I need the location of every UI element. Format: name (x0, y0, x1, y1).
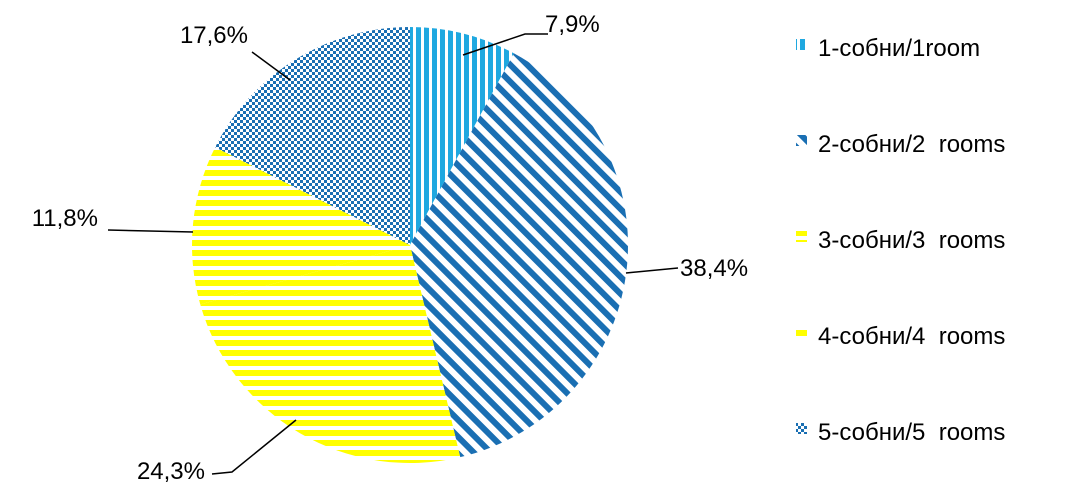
pie-slice-1 (410, 27, 514, 245)
data-labels: 7,9% 38,4% 24,3% 11,8% 17,6% (32, 11, 748, 485)
pie-slice-5 (215, 27, 410, 245)
pie-slice-3 (200, 245, 461, 464)
data-label-4: 11,8% (32, 205, 98, 232)
pie-slice-2 (410, 53, 629, 458)
data-label-1: 7,9% (545, 11, 600, 38)
data-label-3: 24,3% (137, 458, 205, 485)
leader-lines (107, 33, 679, 475)
leader-line-5 (251, 51, 291, 81)
data-label-5: 17,6% (180, 22, 248, 49)
legend-swatch-3 (796, 231, 807, 242)
legend-label-5: 5-собни/5 rooms (818, 419, 1005, 446)
leader-line-3 (211, 419, 297, 475)
pie-slices (192, 27, 629, 464)
legend-swatch-4 (796, 327, 807, 338)
legend-swatch-1 (796, 39, 807, 50)
legend-swatch-5 (796, 423, 807, 434)
leader-line-1 (462, 33, 548, 56)
legend-label-4: 4-собни/4 rooms (818, 323, 1005, 350)
leader-line-4 (107, 229, 194, 233)
pie-slice-4 (192, 147, 410, 305)
data-label-2: 38,4% (680, 255, 748, 282)
legend-label-2: 2-собни/2 rooms (818, 131, 1005, 158)
legend-swatch-2 (796, 135, 807, 146)
legend-label-3: 3-собни/3 rooms (818, 227, 1005, 254)
leader-line-2 (625, 267, 679, 274)
legend-label-1: 1-собни/1room (818, 35, 980, 62)
legend: 1-собни/1room 2-собни/2 rooms 3-собни/3 ro… (796, 35, 1005, 446)
